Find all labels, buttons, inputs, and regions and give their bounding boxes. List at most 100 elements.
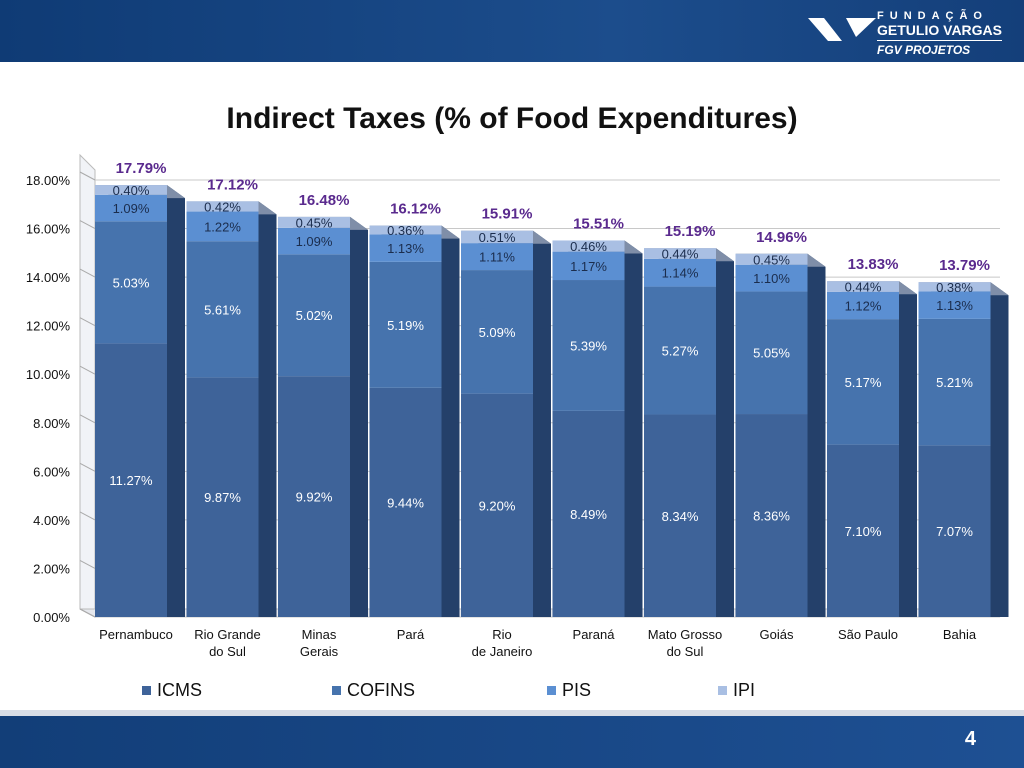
x-tick-label: Pará (397, 627, 425, 642)
bar-segment-cofins (552, 280, 625, 411)
data-label: 0.42% (204, 199, 241, 214)
bar-segment-pis (278, 227, 350, 255)
x-tick-label: do Sul (209, 644, 246, 659)
data-label: 1.14% (662, 266, 699, 281)
legend-label: COFINS (347, 680, 416, 700)
total-label: 16.12% (390, 201, 441, 218)
x-tick-label: de Janeiro (472, 644, 533, 659)
bar-segment-icms (644, 414, 716, 617)
y-tick-label: 14.00% (26, 270, 71, 285)
data-label: 8.36% (753, 509, 790, 524)
data-label: 5.39% (570, 338, 607, 353)
bar-segment-icms (827, 444, 899, 617)
gridline (79, 171, 96, 181)
bar-segment-pis (95, 194, 167, 222)
x-tick-label: Rio Grande (194, 627, 260, 642)
bar-segment-ipi (552, 240, 625, 252)
bar-segment-icms (186, 377, 259, 617)
bar-segment-ipi (369, 225, 442, 235)
bar-side-face (990, 282, 1009, 617)
legend-label: ICMS (157, 680, 202, 700)
data-label: 1.17% (570, 259, 607, 274)
bar-segment-ipi (95, 185, 167, 195)
x-tick-label: Goiás (760, 627, 794, 642)
total-label: 17.79% (116, 160, 167, 177)
bar-side-face (533, 230, 551, 618)
bar-side-face (716, 248, 734, 617)
y-tick-label: 16.00% (26, 222, 71, 237)
data-label: 0.51% (479, 230, 516, 245)
legend-swatch (142, 686, 151, 695)
bar-side-face (807, 253, 826, 617)
total-label: 14.96% (756, 229, 807, 246)
x-tick-label: do Sul (667, 644, 704, 659)
gridline (79, 462, 96, 472)
x-tick-label: São Paulo (838, 627, 898, 642)
bar-segment-ipi (186, 201, 259, 212)
legend-swatch (332, 686, 341, 695)
data-label: 7.10% (845, 524, 882, 539)
bar-side-face (899, 281, 917, 617)
bar-segment-pis (735, 264, 808, 292)
x-tick-label: Pernambuco (99, 627, 173, 642)
data-label: 1.10% (753, 271, 790, 286)
data-label: 0.45% (753, 252, 790, 267)
gridline (79, 608, 96, 618)
logo-text-getulio-vargas: GETULIO VARGAS (877, 22, 1002, 41)
data-label: 5.02% (296, 308, 333, 323)
y-tick-label: 6.00% (33, 464, 70, 479)
data-label: 0.40% (113, 183, 150, 198)
legend-swatch (718, 686, 727, 695)
total-label: 15.19% (665, 223, 716, 240)
gridline (79, 365, 96, 375)
bar-segment-icms (278, 376, 350, 617)
bar-segment-icms (552, 410, 625, 617)
bar-segment-icms (735, 414, 808, 617)
total-label: 17.12% (207, 176, 258, 193)
data-label: 1.13% (936, 298, 973, 313)
data-label: 1.09% (113, 201, 150, 216)
fgv-logo-mark (808, 18, 876, 41)
data-label: 9.44% (387, 495, 424, 510)
gridline (79, 268, 96, 278)
x-tick-label: Minas (302, 627, 337, 642)
data-label: 8.49% (570, 507, 607, 522)
bar-segment-ipi (278, 216, 350, 228)
data-label: 5.21% (936, 375, 973, 390)
bar-segment-icms (369, 387, 442, 617)
data-label: 5.17% (845, 375, 882, 390)
bar-segment-pis (644, 258, 716, 287)
gridline (79, 317, 96, 327)
bar-segment-cofins (827, 319, 899, 445)
bar-segment-cofins (735, 291, 808, 415)
x-tick-label: Rio (492, 627, 512, 642)
y-tick-label: 12.00% (26, 319, 71, 334)
y-tick-label: 2.00% (33, 561, 70, 576)
bar-segment-pis (369, 234, 442, 262)
data-label: 0.44% (845, 280, 882, 295)
bar-segment-icms (918, 445, 991, 617)
legend-item-icms: ICMS (142, 680, 202, 701)
bar-segment-cofins (95, 221, 167, 344)
total-label: 13.79% (939, 257, 990, 274)
bar-segment-ipi (461, 230, 533, 244)
x-tick-label: Bahia (943, 627, 977, 642)
y-tick-label: 10.00% (26, 367, 71, 382)
bar-segment-cofins (278, 254, 350, 377)
bar-segment-cofins (186, 241, 259, 378)
legend-item-pis: PIS (547, 680, 591, 701)
total-label: 16.48% (299, 192, 350, 209)
data-label: 5.09% (479, 325, 516, 340)
legend-label: IPI (733, 680, 756, 700)
data-label: 7.07% (936, 524, 973, 539)
data-label: 8.34% (662, 509, 699, 524)
bar-segment-pis (552, 251, 625, 281)
y-tick-label: 0.00% (33, 610, 70, 625)
data-label: 5.27% (662, 344, 699, 359)
data-label: 5.05% (753, 346, 790, 361)
bar-side-face (441, 225, 460, 618)
legend-label: PIS (562, 680, 592, 700)
data-label: 11.27% (109, 473, 153, 488)
fgv-logo: FUNDAÇÃO GETULIO VARGAS FGV PROJETOS (877, 10, 1002, 57)
data-label: 0.44% (662, 247, 699, 262)
